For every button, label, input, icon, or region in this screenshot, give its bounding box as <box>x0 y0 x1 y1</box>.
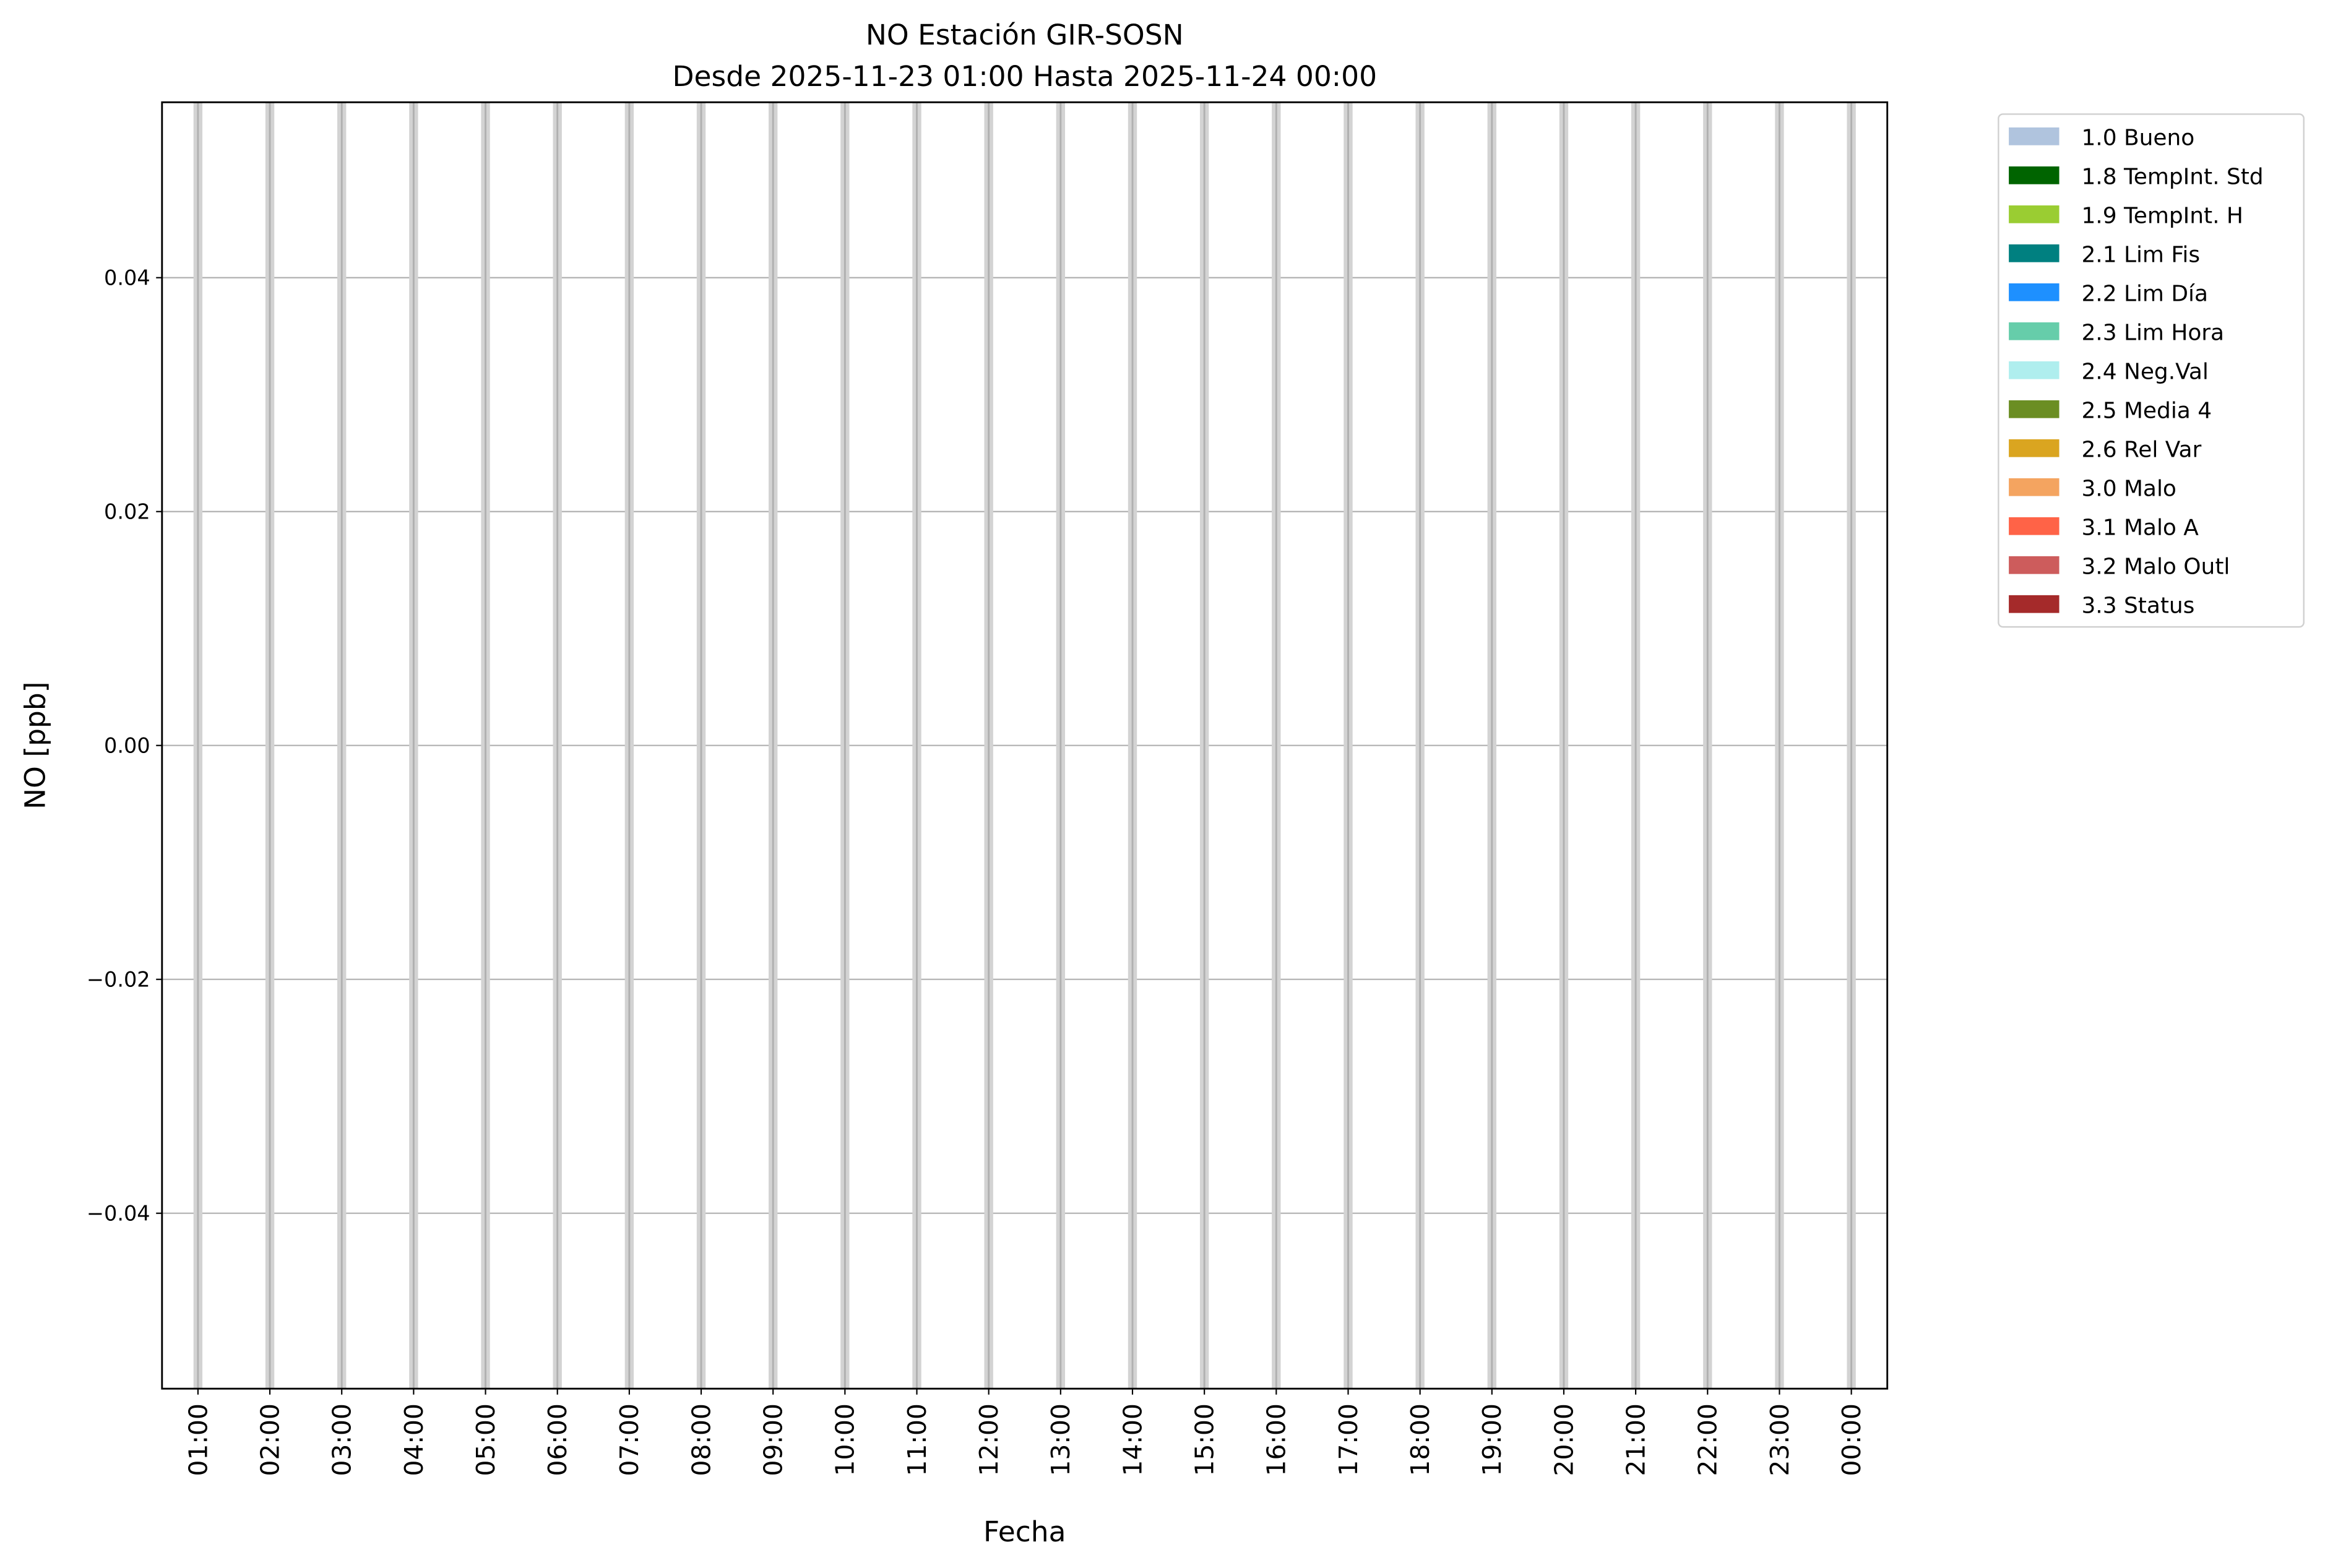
x-tick-label: 12:00 <box>974 1403 1004 1476</box>
legend-swatch <box>2009 361 2060 379</box>
legend-label: 2.5 Media 4 <box>2081 398 2212 424</box>
legend-label: 1.8 TempInt. Std <box>2081 165 2263 190</box>
legend-swatch <box>2009 439 2060 457</box>
legend-swatch <box>2009 283 2060 301</box>
y-tick-label: 0.04 <box>104 266 150 290</box>
x-tick-label: 11:00 <box>902 1403 932 1476</box>
plot-area: −0.04 −0.02 0.00 0.02 0.04 01:00 02:00 03:00 04:… <box>87 101 1889 1476</box>
x-tick-label: 03:00 <box>327 1403 357 1476</box>
y-tick-label: −0.02 <box>87 968 150 992</box>
legend-label: 2.2 Lim Día <box>2081 282 2208 307</box>
y-axis-label: NO [ppb] <box>19 681 52 809</box>
legend-label: 2.1 Lim Fis <box>2081 243 2200 268</box>
x-tick-label: 05:00 <box>471 1403 501 1476</box>
legend-swatch <box>2009 244 2060 262</box>
x-tick-label: 00:00 <box>1837 1403 1866 1476</box>
chart-subtitle: Desde 2025-11-23 01:00 Hasta 2025-11-24 … <box>672 60 1377 93</box>
x-tick-label: 02:00 <box>255 1403 285 1476</box>
legend-label: 2.4 Neg.Val <box>2081 360 2208 385</box>
legend-label: 3.0 Malo <box>2081 476 2176 502</box>
x-tick-label: 04:00 <box>399 1403 429 1476</box>
legend-label: 2.6 Rel Var <box>2081 437 2201 463</box>
legend-swatch <box>2009 478 2060 496</box>
y-tick-label: −0.04 <box>87 1202 150 1226</box>
legend-label: 3.3 Status <box>2081 593 2194 619</box>
x-tick-label: 13:00 <box>1046 1403 1076 1476</box>
legend-swatch <box>2009 400 2060 418</box>
x-tick-label: 15:00 <box>1190 1403 1220 1476</box>
legend-swatch <box>2009 517 2060 535</box>
x-tick-label: 14:00 <box>1118 1403 1147 1476</box>
x-tick-label: 20:00 <box>1549 1403 1579 1476</box>
legend-label: 3.1 Malo A <box>2081 515 2199 541</box>
legend-box <box>1998 113 2305 628</box>
legend-label: 1.9 TempInt. H <box>2081 204 2243 229</box>
legend-label: 3.2 Malo Outl <box>2081 554 2230 580</box>
legend: 1.0 Bueno 1.8 TempInt. Std 1.9 TempInt. H 2… <box>1998 113 2305 628</box>
x-tick-label: 06:00 <box>543 1403 572 1476</box>
x-tick-label: 23:00 <box>1765 1403 1795 1476</box>
legend-label: 1.0 Bueno <box>2081 126 2194 151</box>
x-tick-label: 01:00 <box>183 1403 213 1476</box>
x-tick-label: 07:00 <box>615 1403 644 1476</box>
x-tick-label: 10:00 <box>830 1403 860 1476</box>
x-tick-label: 08:00 <box>686 1403 716 1476</box>
x-axis-label: Fecha <box>983 1515 1066 1548</box>
legend-swatch <box>2009 322 2060 340</box>
legend-label: 2.3 Lim Hora <box>2081 321 2224 346</box>
y-tick-label: 0.00 <box>104 734 150 758</box>
x-tick-label: 21:00 <box>1621 1403 1651 1476</box>
chart-title: NO Estación GIR-SOSN <box>866 19 1184 51</box>
x-tick-label: 19:00 <box>1477 1403 1507 1476</box>
legend-swatch <box>2009 127 2060 145</box>
legend-swatch <box>2009 556 2060 574</box>
x-tick-label: 22:00 <box>1693 1403 1723 1476</box>
y-tick-label: 0.02 <box>104 500 150 524</box>
x-tick-label: 17:00 <box>1334 1403 1363 1476</box>
x-tick-label: 18:00 <box>1405 1403 1435 1476</box>
x-tick-label: 09:00 <box>759 1403 788 1476</box>
legend-swatch <box>2009 595 2060 613</box>
axes-frame <box>161 101 1889 1390</box>
legend-swatch <box>2009 166 2060 184</box>
x-tick-label: 16:00 <box>1262 1403 1292 1476</box>
legend-swatch <box>2009 205 2060 223</box>
